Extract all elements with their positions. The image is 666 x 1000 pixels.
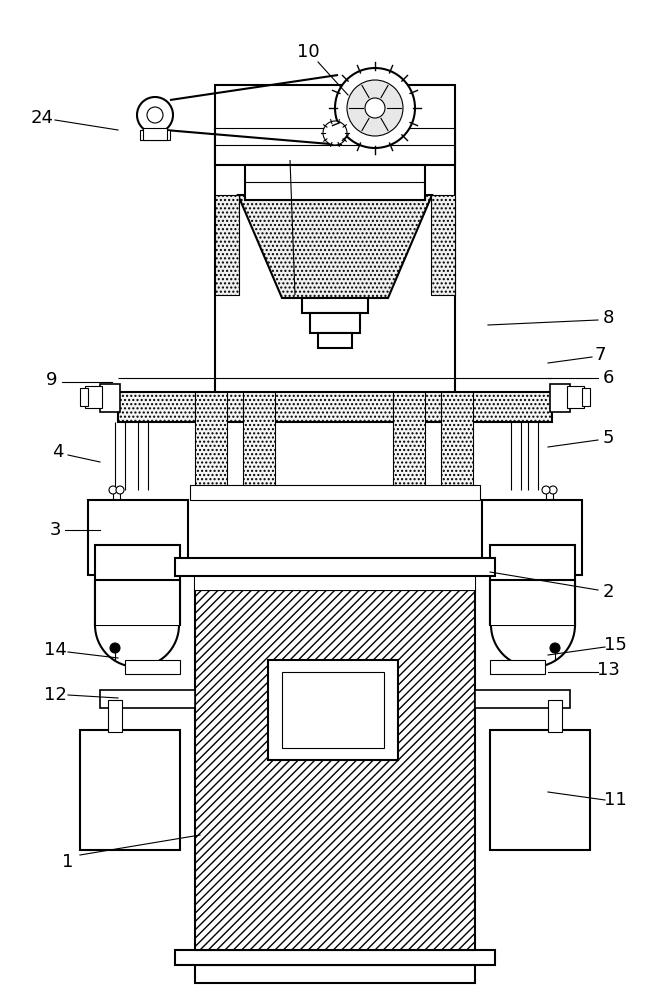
- Text: 4: 4: [52, 443, 64, 461]
- Bar: [175, 558, 495, 576]
- Bar: [490, 730, 590, 850]
- Bar: [490, 580, 575, 625]
- Bar: [143, 128, 167, 140]
- Text: 13: 13: [597, 661, 619, 679]
- Circle shape: [137, 97, 173, 133]
- Bar: [582, 388, 590, 406]
- Bar: [310, 313, 360, 333]
- Bar: [567, 386, 584, 408]
- Bar: [215, 85, 455, 165]
- Bar: [100, 690, 195, 708]
- Circle shape: [323, 121, 347, 145]
- Text: 2: 2: [602, 583, 614, 601]
- Bar: [195, 560, 475, 590]
- Text: 7: 7: [594, 346, 606, 364]
- Bar: [548, 700, 562, 732]
- Bar: [431, 195, 455, 295]
- Bar: [88, 500, 188, 575]
- Bar: [80, 388, 88, 406]
- Bar: [140, 130, 170, 140]
- Text: 6: 6: [602, 369, 613, 387]
- Text: 10: 10: [296, 43, 319, 61]
- Bar: [175, 950, 495, 965]
- Bar: [482, 500, 582, 575]
- Bar: [393, 392, 425, 487]
- Circle shape: [147, 107, 163, 123]
- Circle shape: [542, 486, 550, 494]
- Bar: [490, 545, 575, 625]
- Bar: [268, 660, 398, 760]
- Bar: [550, 384, 570, 412]
- Circle shape: [491, 583, 575, 667]
- Circle shape: [347, 80, 403, 136]
- Circle shape: [335, 68, 415, 148]
- Bar: [245, 165, 425, 200]
- Bar: [85, 386, 102, 408]
- Text: 14: 14: [43, 641, 67, 659]
- Bar: [80, 730, 180, 850]
- Text: 12: 12: [43, 686, 67, 704]
- Text: 8: 8: [602, 309, 613, 327]
- Text: 11: 11: [603, 791, 627, 809]
- Bar: [195, 560, 475, 590]
- Bar: [243, 392, 275, 487]
- Bar: [118, 392, 552, 422]
- Circle shape: [110, 643, 120, 653]
- Bar: [215, 128, 455, 396]
- Bar: [195, 965, 475, 983]
- Circle shape: [109, 486, 117, 494]
- Text: 15: 15: [603, 636, 627, 654]
- Bar: [95, 580, 180, 625]
- Bar: [190, 485, 480, 500]
- Bar: [95, 545, 180, 625]
- Bar: [318, 333, 352, 348]
- Bar: [125, 660, 180, 674]
- Bar: [490, 660, 545, 674]
- Circle shape: [116, 486, 124, 494]
- Polygon shape: [238, 195, 432, 298]
- Text: 24: 24: [31, 109, 53, 127]
- Circle shape: [95, 583, 179, 667]
- Bar: [195, 392, 227, 487]
- Bar: [441, 392, 473, 487]
- Bar: [302, 298, 368, 313]
- Bar: [100, 384, 120, 412]
- Bar: [475, 690, 570, 708]
- Bar: [195, 590, 475, 950]
- Circle shape: [549, 486, 557, 494]
- Circle shape: [550, 643, 560, 653]
- Bar: [215, 195, 239, 295]
- Text: 5: 5: [602, 429, 614, 447]
- Bar: [282, 672, 384, 748]
- Bar: [108, 700, 122, 732]
- Text: 9: 9: [46, 371, 58, 389]
- Circle shape: [365, 98, 385, 118]
- Text: 1: 1: [63, 853, 74, 871]
- Text: 3: 3: [49, 521, 61, 539]
